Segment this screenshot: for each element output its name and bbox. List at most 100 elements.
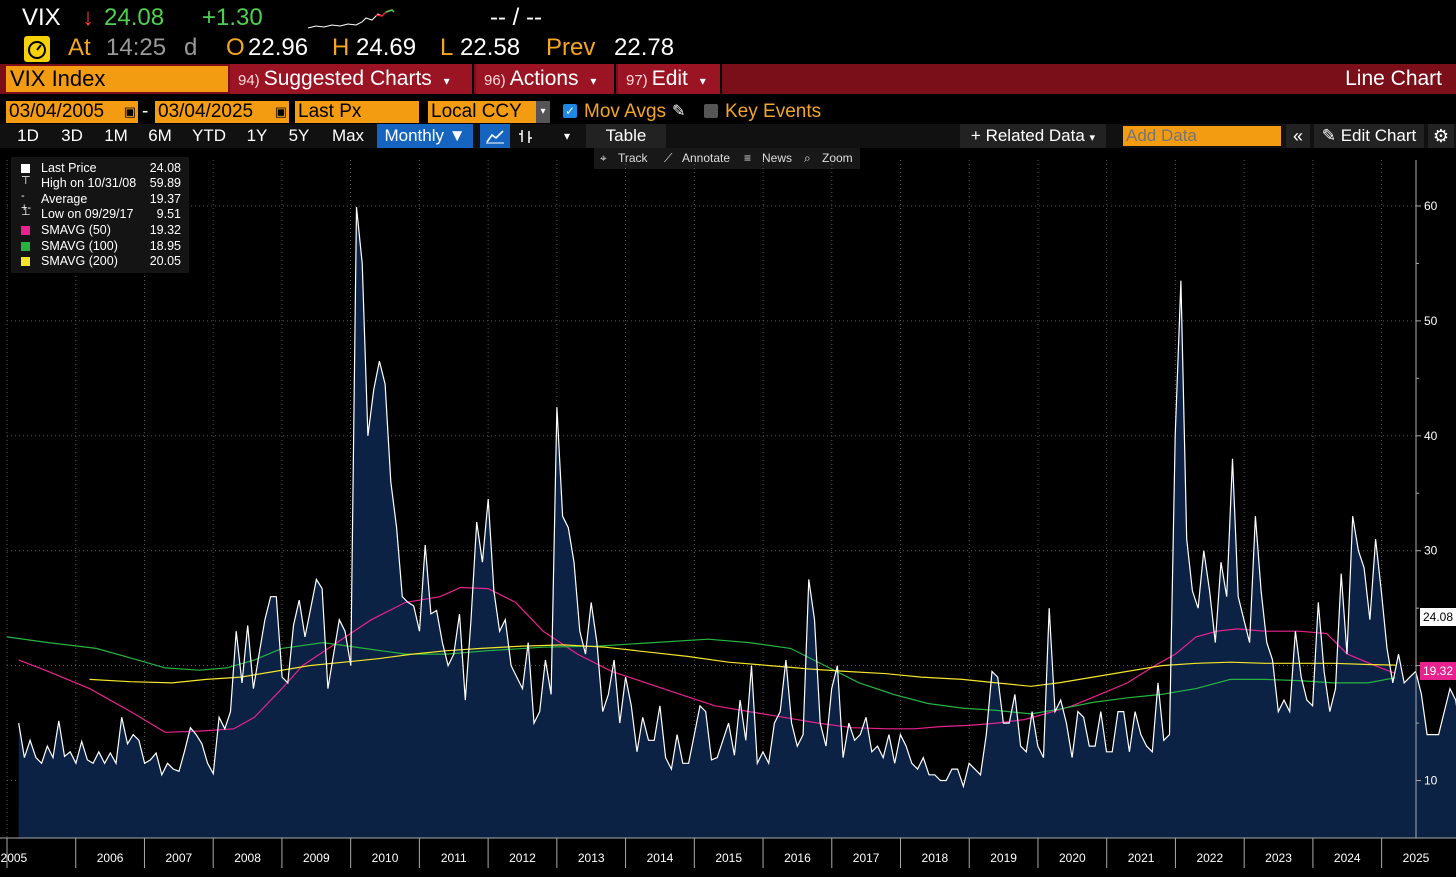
legend-row-average: -+- Average 19.37: [17, 190, 187, 214]
last-price: 24.08: [104, 4, 165, 31]
security-field[interactable]: VIX Index: [6, 66, 228, 92]
chart-legend: Last Price 24.08 ⊤ High on 10/31/08 59.8…: [11, 157, 189, 273]
period-6m-button[interactable]: 6M: [148, 126, 172, 145]
caret-down-icon: ▾: [443, 74, 450, 88]
track-button[interactable]: Track: [618, 151, 648, 165]
legend-name: Average: [41, 192, 88, 206]
start-date-field[interactable]: 03/04/2005 ▣: [6, 101, 138, 123]
table-button[interactable]: Table: [586, 124, 666, 148]
mov-avgs-label: Mov Avgs: [584, 101, 667, 122]
suggested-charts-menu[interactable]: 94) Suggested Charts ▾: [230, 64, 474, 94]
end-date-field[interactable]: 03/04/2025 ▣: [155, 101, 289, 123]
vix-line-chart[interactable]: 10 30 40 50 60 2005 2006 2007 2008 2009 2010 2011 20…: [0, 148, 1456, 877]
period-1y-button[interactable]: 1Y: [246, 126, 268, 145]
period-max-button[interactable]: Max: [331, 126, 365, 145]
legend-row-smavg-50: SMAVG (50) 19.32: [17, 223, 187, 238]
date-separator: -: [142, 101, 149, 122]
legend-value: 20.05: [149, 254, 181, 268]
legend-name: SMAVG (200): [41, 254, 118, 268]
gauge-icon[interactable]: [24, 36, 50, 62]
high-value: 24.69: [356, 34, 417, 61]
line-chart-icon[interactable]: [480, 124, 510, 148]
series-line-smavg-100-: [6, 636, 1396, 715]
at-label: At: [68, 34, 91, 61]
series-line-smavg-50-: [18, 586, 1396, 733]
news-icon: ≡: [744, 151, 752, 165]
legend-value: 24.08: [149, 161, 181, 175]
y-tick-label: 30: [1424, 544, 1438, 558]
legend-row-low: ⊥ Low on 09/29/17 9.51: [17, 206, 187, 222]
period-3d-button[interactable]: 3D: [61, 126, 83, 145]
low-value: 22.58: [460, 34, 521, 61]
add-data-input[interactable]: [1123, 126, 1281, 146]
bar-chart-icon[interactable]: [512, 124, 540, 148]
gear-icon[interactable]: ⚙: [1428, 124, 1454, 148]
legend-name: SMAVG (50): [41, 223, 111, 237]
menu-bar: VIX Index 94) Suggested Charts ▾ 96) Actio…: [0, 64, 1456, 94]
low-marker-icon: ⊥: [21, 206, 31, 218]
x-tick-label: 2018: [922, 851, 949, 865]
dropdown-arrow-icon[interactable]: ▾: [536, 101, 550, 123]
actions-menu[interactable]: 96) Actions ▾: [476, 64, 616, 94]
legend-row-last-price: Last Price 24.08: [17, 161, 187, 176]
caret-down-icon: ▾: [699, 74, 706, 88]
legend-name: Last Price: [41, 161, 97, 175]
chart-tools-bar: ⌖ Track ⟋ Annotate ≡ News ⌕ Zoom: [594, 148, 860, 169]
related-data-button[interactable]: + Related Data ▾: [960, 124, 1106, 148]
frequency-select[interactable]: Monthly ▼: [377, 124, 473, 148]
sma50-tag: 19.32: [1420, 662, 1456, 680]
y-tick-label: 50: [1424, 314, 1438, 328]
key-events-checkbox[interactable]: [704, 104, 718, 118]
legend-swatch: [21, 164, 30, 173]
legend-row-high: ⊤ High on 10/31/08 59.89: [17, 175, 187, 191]
prev-value: 22.78: [614, 34, 675, 61]
y-tick-label: 60: [1424, 199, 1438, 213]
x-tick-label: 2013: [578, 851, 605, 865]
collapse-icon[interactable]: «: [1286, 124, 1310, 148]
low-label: L: [440, 34, 454, 61]
legend-swatch: [21, 242, 30, 251]
high-label: H: [332, 34, 350, 61]
quote-time: 14:25: [106, 34, 167, 61]
news-button[interactable]: News: [762, 151, 793, 165]
zoom-button[interactable]: Zoom: [822, 151, 853, 165]
legend-value: 59.89: [149, 176, 181, 190]
annotate-button[interactable]: Annotate: [682, 151, 731, 165]
period-1d-button[interactable]: 1D: [17, 126, 39, 145]
x-tick-label: 2015: [715, 851, 742, 865]
period-5y-button[interactable]: 5Y: [288, 126, 310, 145]
x-tick-label: 2019: [990, 851, 1017, 865]
sparkline-icon: [307, 9, 395, 29]
caret-down-icon: ▾: [590, 74, 597, 88]
legend-value: 9.51: [156, 207, 181, 221]
caret-down-icon: ▼: [448, 126, 466, 145]
chart-type-title: Line Chart: [1345, 67, 1442, 90]
calendar-icon[interactable]: ▣: [123, 104, 136, 119]
x-tick-label: 2011: [441, 851, 467, 865]
x-tick-label: 2014: [647, 851, 674, 865]
currency-select[interactable]: Local CCY ▾: [428, 101, 550, 123]
x-tick-label: 2020: [1059, 851, 1086, 865]
x-tick-label: 2022: [1196, 851, 1223, 865]
x-tick-label: 2017: [853, 851, 880, 865]
caret-down-icon: ▾: [1089, 132, 1096, 144]
zoom-icon: ⌕: [804, 151, 811, 165]
legend-value: 18.95: [149, 239, 181, 253]
period-ytd-button[interactable]: YTD: [192, 126, 226, 145]
start-date: 03/04/2005: [9, 101, 105, 122]
open-value: 22.96: [248, 34, 309, 61]
edit-menu[interactable]: 97) Edit ▾: [618, 64, 722, 94]
mov-avgs-checkbox[interactable]: ✓: [563, 104, 577, 118]
open-label: O: [226, 34, 245, 61]
chart-type-dropdown-icon[interactable]: ▾: [563, 129, 571, 143]
related-data-label: + Related Data: [970, 126, 1085, 145]
period-1m-button[interactable]: 1M: [104, 126, 128, 145]
calendar-icon[interactable]: ▣: [274, 104, 287, 119]
price-field-select[interactable]: Last Px: [295, 101, 419, 123]
pencil-icon[interactable]: ✎: [672, 103, 686, 120]
x-tick-label: 2012: [509, 851, 536, 865]
legend-name: High on 10/31/08: [41, 176, 137, 190]
x-tick-label: 2021: [1128, 851, 1155, 865]
edit-chart-button[interactable]: ✎ Edit Chart: [1314, 124, 1424, 148]
x-tick-label: 2008: [234, 851, 261, 865]
